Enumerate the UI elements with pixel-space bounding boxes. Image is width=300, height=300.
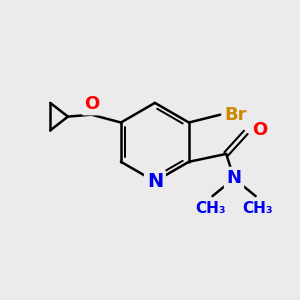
Text: O: O (252, 122, 267, 140)
Text: CH₃: CH₃ (242, 201, 273, 216)
Text: Br: Br (224, 106, 247, 124)
Text: N: N (226, 169, 242, 188)
Text: N: N (147, 172, 163, 191)
Text: CH₃: CH₃ (195, 201, 226, 216)
Text: O: O (84, 95, 99, 113)
